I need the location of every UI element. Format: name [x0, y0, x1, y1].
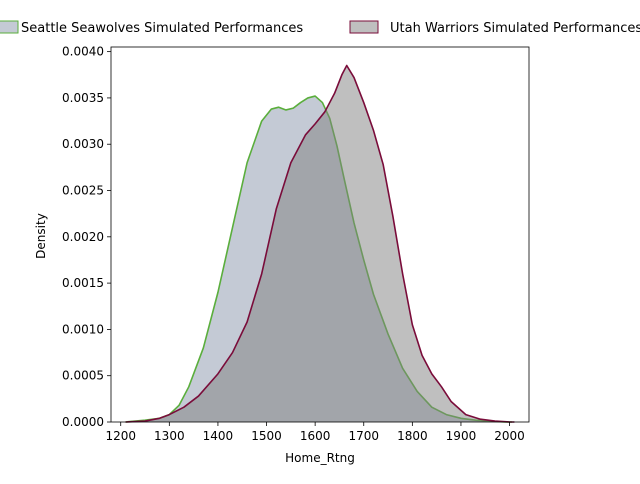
y-tick-label: 0.0005	[62, 369, 104, 383]
x-tick-label: 1400	[203, 429, 234, 443]
x-tick-label: 1700	[348, 429, 379, 443]
legend-label: Utah Warriors Simulated Performances	[390, 21, 640, 36]
legend-entry: Utah Warriors Simulated Performances	[349, 20, 640, 36]
x-tick-label: 2000	[494, 429, 525, 443]
y-tick-label: 0.0000	[62, 415, 104, 429]
axes: 1200 1300 1400 1500 1600 1700 1800 1900 2000 0.00…	[62, 45, 530, 443]
legend-swatch	[349, 20, 379, 34]
y-tick-label: 0.0020	[62, 230, 104, 244]
y-tick-label: 0.0025	[62, 184, 104, 198]
legend-swatch	[0, 20, 19, 34]
plot-frame	[110, 46, 530, 423]
legend-label: Seattle Seawolves Simulated Performances	[21, 21, 303, 36]
x-tick-label: 1800	[397, 429, 428, 443]
x-tick-label: 1500	[251, 429, 282, 443]
y-axis-label: Density	[34, 213, 48, 259]
series-2-density-fill	[125, 65, 515, 423]
x-tick-label: 1300	[154, 429, 185, 443]
y-tick-label: 0.0010	[62, 322, 104, 336]
y-tick-label: 0.0035	[62, 91, 104, 105]
x-tick-label: 1900	[446, 429, 477, 443]
x-axis-label: Home_Rtng	[285, 451, 355, 465]
y-tick-label: 0.0015	[62, 276, 104, 290]
series-2-density-line	[125, 64, 515, 423]
plot-area	[125, 64, 515, 423]
y-tick-label: 0.0040	[62, 45, 104, 59]
x-tick-label: 1600	[300, 429, 331, 443]
legend: Seattle Seawolves Simulated Performances…	[0, 20, 640, 36]
legend-entry: Seattle Seawolves Simulated Performances	[0, 20, 303, 36]
y-tick-label: 0.0030	[62, 137, 104, 151]
x-tick-label: 1200	[105, 429, 136, 443]
